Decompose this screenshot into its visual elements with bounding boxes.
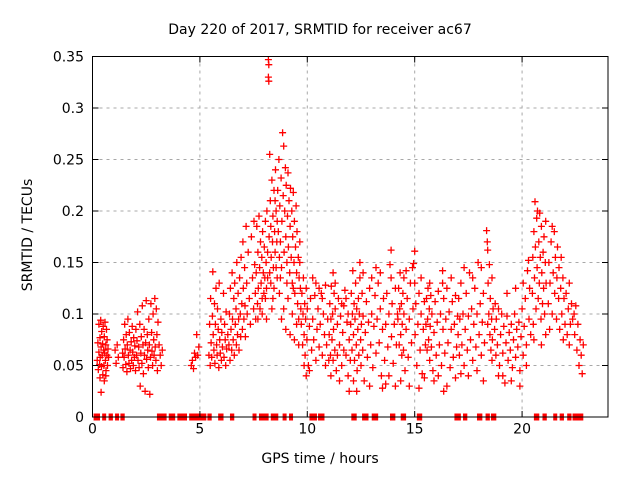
x-tick-label: 0 [88,422,97,438]
chart-title: Day 220 of 2017, SRMTID for receiver ac6… [168,22,472,38]
y-tick-label: 0.15 [53,256,84,272]
y-axis-title: SRMTID / TECUs [20,178,36,292]
x-tick-label: 10 [298,422,316,438]
y-tick-label: 0.3 [62,101,84,117]
y-tick-label: 0.25 [53,153,84,169]
y-tick-label: 0.2 [62,204,84,220]
y-tick-label: 0.05 [53,359,84,375]
x-tick-label: 5 [195,422,204,438]
x-axis-title: GPS time / hours [261,451,379,467]
x-tick-label: 15 [406,422,424,438]
data-points [93,56,587,398]
y-tick-label: 0.35 [53,50,84,66]
plot-border [92,56,609,418]
x-tick-label: 20 [513,422,531,438]
y-tick-label: 0.1 [62,307,84,323]
y-tick-label: 0 [75,410,84,426]
